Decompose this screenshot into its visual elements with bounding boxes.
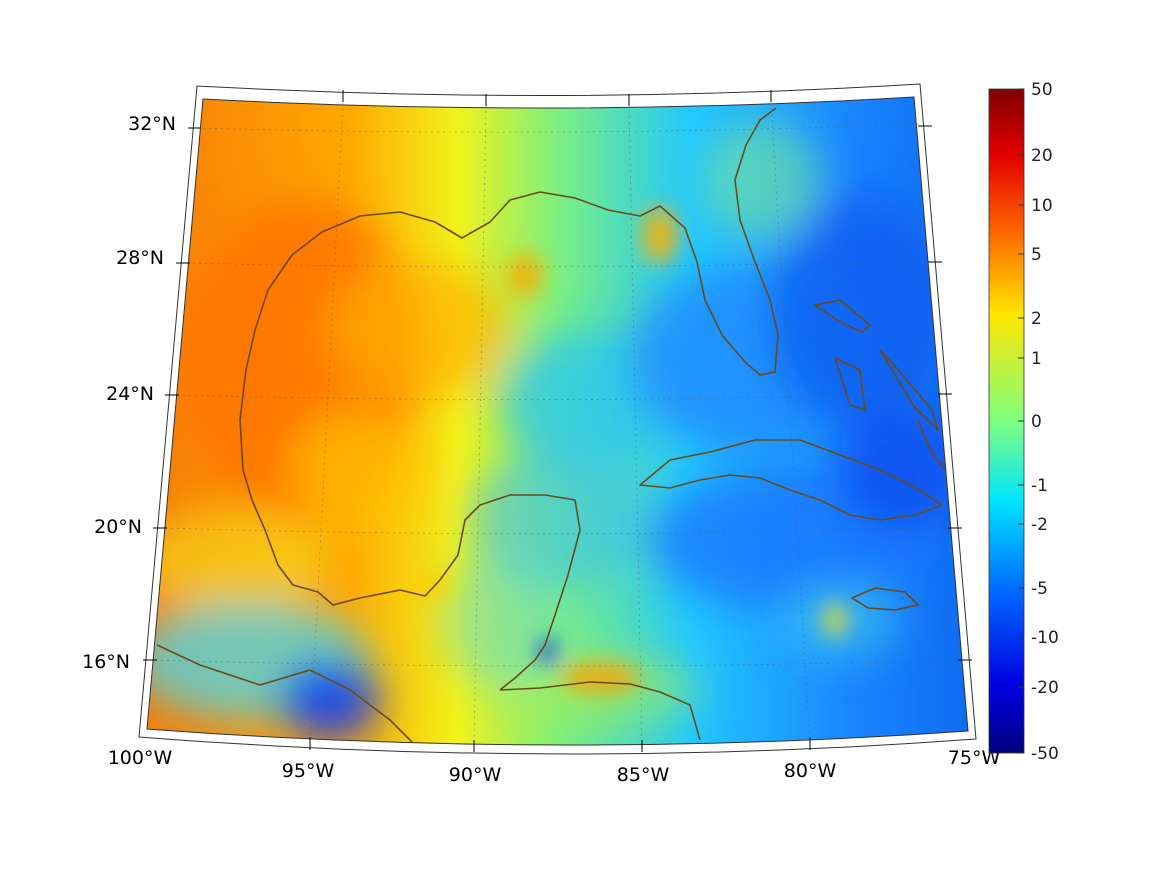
lat-label-32: 32°N bbox=[128, 113, 176, 135]
colorbar-label: 10 bbox=[1031, 196, 1053, 216]
cuba-outline bbox=[639, 439, 943, 521]
gulf-coast-north bbox=[239, 107, 779, 471]
lat-label-28: 28°N bbox=[116, 247, 164, 269]
lon-label-80: 80°W bbox=[784, 760, 837, 782]
hispaniola-edge bbox=[917, 419, 946, 471]
data-field bbox=[147, 97, 968, 746]
map-frame bbox=[138, 83, 977, 755]
colorbar-label: 0 bbox=[1031, 412, 1042, 432]
colorbar-label: 50 bbox=[1031, 80, 1053, 100]
colorbar-label: 1 bbox=[1031, 349, 1042, 369]
colorbar-label: -1 bbox=[1031, 476, 1048, 496]
lon-label-85: 85°W bbox=[617, 764, 670, 786]
axis-ticks bbox=[143, 90, 972, 752]
central-america-coast bbox=[499, 681, 701, 741]
colorbar-label: 20 bbox=[1031, 146, 1053, 166]
colorbar-label: -2 bbox=[1031, 515, 1048, 535]
lon-label-100: 100°W bbox=[108, 747, 173, 769]
colorbar: 50 20 10 5 2 1 0 -1 -2 -5 -10 -20 -50 bbox=[988, 80, 1059, 764]
colorbar-label: -10 bbox=[1031, 628, 1059, 648]
colorbar-label: -20 bbox=[1031, 678, 1059, 698]
pacific-coast bbox=[156, 644, 413, 743]
lat-label-16: 16°N bbox=[82, 651, 130, 673]
colorbar-label: 2 bbox=[1031, 309, 1042, 329]
lon-label-95: 95°W bbox=[282, 760, 335, 782]
colorbar-label: -50 bbox=[1031, 744, 1059, 764]
lon-label-75: 75°W bbox=[948, 747, 1001, 769]
bahamas bbox=[814, 299, 939, 431]
jamaica-outline bbox=[851, 587, 919, 611]
coastlines bbox=[156, 107, 946, 743]
colorbar-label: -5 bbox=[1031, 579, 1048, 599]
lon-label-90: 90°W bbox=[449, 764, 502, 786]
mexico-coast bbox=[242, 469, 581, 691]
lat-label-20: 20°N bbox=[94, 516, 142, 538]
lat-label-24: 24°N bbox=[106, 383, 154, 405]
graticule bbox=[154, 101, 963, 748]
colorbar-label: 5 bbox=[1031, 245, 1042, 265]
